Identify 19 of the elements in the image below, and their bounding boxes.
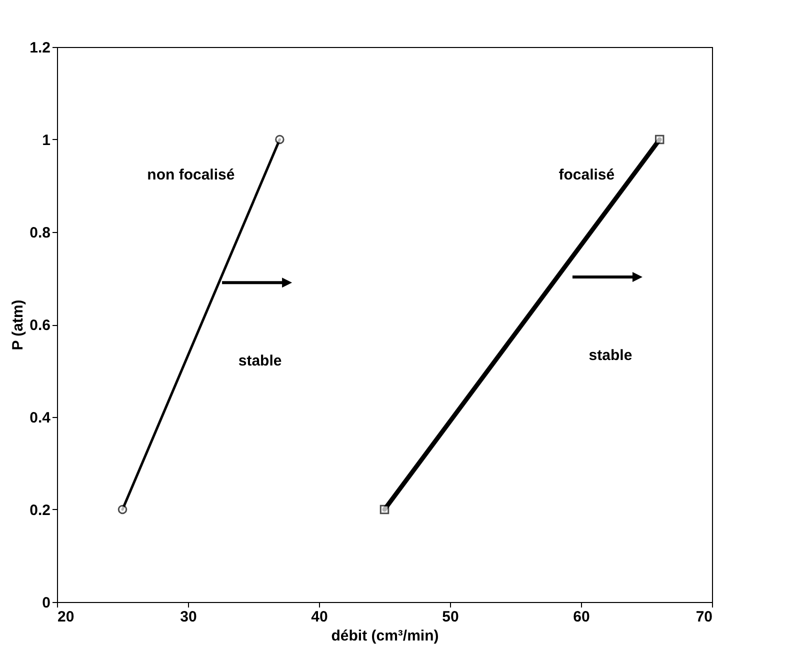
y-tick-label: 0.6 (30, 317, 50, 334)
y-tick-label: 0.4 (30, 410, 52, 426)
x-tick-label: 20 (58, 608, 74, 626)
series-label: focalisé (558, 166, 615, 184)
annotation: stable (588, 347, 632, 364)
series-label: non focalisé (147, 166, 235, 184)
x-tick-label: 30 (180, 608, 197, 626)
annotation: stable (238, 352, 282, 370)
x-tick-label: 40 (311, 608, 328, 626)
y-tick-label: 0.2 (30, 502, 50, 519)
y-axis-title: P (atm) (10, 300, 27, 350)
y-tick-label: 1 (42, 132, 50, 149)
x-tick-label: 70 (696, 608, 712, 626)
y-tick-label: 0.8 (30, 224, 50, 242)
y-tick-label: 0 (42, 594, 50, 612)
x-tick-label: 50 (442, 608, 459, 626)
y-tick-label: 1.2 (30, 40, 50, 56)
x-tick-label: 60 (573, 608, 590, 626)
x-axis-title: débit (cm³/min) (331, 628, 439, 644)
